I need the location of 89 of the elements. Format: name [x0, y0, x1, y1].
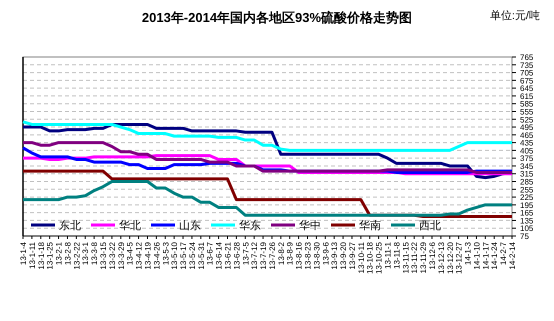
x-tick-label: 13-8-2 [276, 241, 286, 266]
y-tick-label: 735 [520, 60, 534, 70]
x-tick-label: 13-6-21 [223, 241, 232, 270]
x-tick-label: 13-6-28 [232, 241, 242, 270]
x-tick-label: 13-6-14 [214, 241, 224, 270]
text: 单位:元/吨 [490, 9, 540, 22]
x-tick-label: 13-2-1 [54, 241, 64, 266]
x-tick-label: 13-2-8 [63, 241, 72, 266]
y-tick-label: 555 [520, 107, 534, 116]
x-tick-label: 14-1-17 [481, 241, 490, 270]
x-tick-label: 13-12-27 [454, 241, 464, 274]
y-tick-label: 645 [520, 84, 534, 94]
y-tick-label: 135 [520, 216, 534, 226]
y-tick-label: 585 [520, 100, 534, 109]
y-tick-label: 225 [520, 193, 534, 202]
x-tick-label: 13-8-30 [312, 241, 322, 270]
y-tick-label: 255 [520, 185, 534, 194]
x-tick-label: 13-5-17 [179, 241, 188, 270]
x-tick-label: 13-4-5 [126, 241, 135, 266]
x-tick-label: 13-7-12 [250, 241, 260, 270]
legend-label: 华北 [119, 219, 141, 232]
x-tick-label: 13-6-7 [206, 241, 215, 266]
x-tick-label: 13-7-26 [268, 241, 277, 270]
x-tick-label: 13-5-31 [196, 241, 206, 270]
y-tick-label: 315 [520, 170, 534, 179]
x-tick-label: 13-3-8 [90, 241, 100, 266]
x-tick-label: 13-11-15 [401, 241, 410, 274]
x-tick-label: 13-9-6 [321, 241, 330, 266]
x-tick-label: 13-12-20 [446, 241, 455, 274]
x-tick-label: 13-8-16 [294, 241, 304, 270]
x-tick-label: 13-9-13 [330, 241, 340, 270]
x-tick-label: 14-1-10 [472, 241, 482, 270]
x-tick-label: 13-3-29 [116, 241, 126, 270]
x-tick-label: 13-11-8 [392, 241, 402, 269]
y-tick-label: 375 [520, 154, 534, 164]
legend-label: 西北 [419, 219, 441, 232]
legend-label: 华南 [359, 219, 381, 232]
x-tick-label: 14-1-3 [464, 241, 473, 266]
x-tick-label: 13-2-22 [72, 241, 82, 270]
x-tick-label: 13-4-26 [152, 241, 162, 270]
x-tick-label: 13-8-9 [286, 241, 295, 266]
x-tick-label: 13-9-20 [339, 241, 348, 270]
y-tick-label: 285 [520, 178, 534, 187]
y-tick-label: 405 [520, 146, 534, 156]
y-tick-label: 465 [520, 130, 534, 140]
y-tick-label: 345 [520, 162, 534, 171]
x-tick-label: 13-1-18 [36, 241, 46, 270]
y-tick-label: 165 [520, 208, 534, 218]
x-tick-label: 13-1-11 [28, 241, 37, 269]
x-tick-label: 13-3-1 [81, 241, 90, 266]
x-tick-label: 13-9-27 [348, 241, 357, 270]
y-tick-label: 195 [520, 200, 534, 210]
x-tick-label: 14-2-14 [508, 241, 517, 270]
x-tick-label: 13-11-1 [384, 241, 393, 269]
x-tick-label: 13-5-10 [170, 241, 180, 270]
x-tick-label: 13-10-25 [374, 241, 384, 274]
x-tick-label: 13-7-19 [259, 241, 268, 270]
legend-label: 华中 [299, 219, 321, 232]
x-tick-label: 13-10-18 [366, 241, 375, 274]
y-tick-label: 705 [520, 68, 534, 78]
y-tick-label: 765 [520, 53, 534, 62]
x-tick-label: 14-2-7 [499, 241, 508, 266]
x-tick-label: 13-5-3 [161, 241, 170, 266]
x-tick-label: 13-11-29 [419, 241, 428, 274]
x-tick-label: 13-12-6 [428, 241, 437, 270]
x-tick-label: 14-1-24 [490, 241, 500, 270]
y-tick-label: 525 [520, 115, 534, 124]
legend-label: 华东 [239, 219, 261, 232]
x-tick-label: 13-12-13 [436, 241, 446, 274]
y-tick-label: 75 [520, 232, 530, 241]
x-tick-label: 13-1-25 [46, 241, 55, 270]
y-tick-label: 435 [520, 138, 534, 148]
x-tick-label: 13-4-19 [143, 241, 152, 270]
x-tick-label: 13-10-11 [356, 241, 366, 274]
y-tick-label: 105 [520, 224, 534, 234]
x-tick-label: 13-1-4 [19, 241, 28, 266]
chart-title: 2013年-2014年国内各地区93%硫酸价格走势图 [142, 10, 412, 25]
y-tick-label: 615 [520, 92, 534, 101]
legend-label: 东北 [59, 219, 81, 232]
y-tick-label: 495 [520, 123, 534, 132]
x-tick-label: 13-4-12 [134, 241, 144, 270]
y-tick-label: 675 [520, 76, 534, 86]
legend-label: 山东 [179, 219, 201, 232]
x-tick-label: 13-7-5 [241, 241, 250, 266]
x-tick-label: 13-3-22 [108, 241, 117, 270]
x-tick-label: 13-8-23 [304, 241, 313, 270]
x-tick-label: 13-3-15 [99, 241, 108, 270]
x-tick-label: 13-11-22 [410, 241, 420, 274]
x-tick-label: 13-5-24 [188, 241, 197, 270]
